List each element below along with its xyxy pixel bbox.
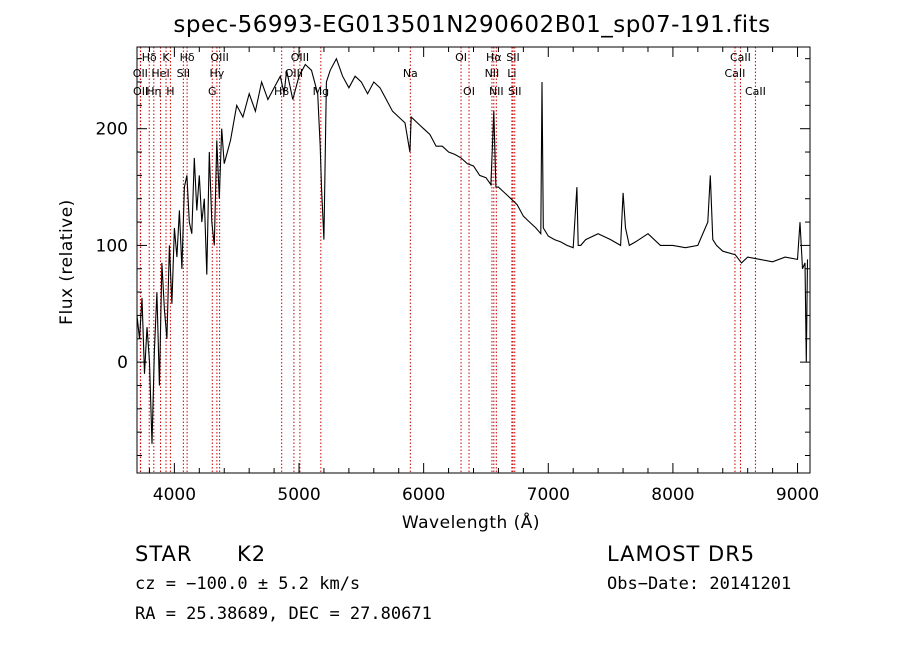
coordinates: RA = 25.38689, DEC = 27.80671 [135,604,432,624]
x-axis-label: Wavelength (Å) [402,511,540,533]
line-label-21: G [208,85,217,98]
x-tick-label-5000: 5000 [277,485,320,505]
redshift-cz: cz = −100.0 ± 5.2 km/s [135,574,361,594]
line-label-10: HeI [151,67,169,80]
line-label-22: Hβ [274,85,289,98]
line-label-3: OIII [210,51,228,64]
x-tick-label-4000: 4000 [153,485,196,505]
line-label-2: Hδ [180,51,195,64]
y-axis-ticks: 0 100 200 [96,58,810,456]
line-label-15: NII [485,67,500,80]
chart-title: spec-56993-EG013501N290602B01_sp07-191.f… [173,12,770,38]
line-label-27: CaII [745,85,766,98]
y-tick-label-100: 100 [96,236,128,256]
line-label-8: CaII [730,51,751,64]
x-tick-label-6000: 6000 [402,485,445,505]
line-label-24: OI [463,85,475,98]
survey-name: LAMOST DR5 [607,542,756,566]
line-label-17: CaII [725,67,746,80]
line-label-5: OI [455,51,467,64]
x-tick-label-8000: 8000 [651,485,694,505]
line-label-9: OII [133,67,148,80]
y-tick-label-200: 200 [96,120,128,140]
line-label-6: Hα [486,51,502,64]
line-label-25: NII [489,85,504,98]
y-tick-label-0: 0 [117,353,128,373]
line-label-1: K [162,51,170,64]
line-label-12: Hγ [209,67,224,80]
line-label-0: Hδ [142,51,157,64]
x-axis-ticks: 4000 5000 6000 7000 8000 9000 [148,47,819,505]
line-label-19: Hη [146,85,161,98]
x-tick-label-7000: 7000 [527,485,570,505]
line-label-16: Li [507,67,516,80]
observation-date: Obs−Date: 20141201 [607,574,792,594]
plot-frame [136,46,811,474]
line-label-26: SII [508,85,521,98]
line-label-4: OIII [291,51,309,64]
spectrum-line [136,57,809,444]
line-label-7: SII [506,51,519,64]
line-label-14: Na [403,67,418,80]
line-label-11: SII [177,67,190,80]
object-class: STAR [135,542,193,566]
line-markers [139,47,756,473]
y-axis-label: Flux (relative) [57,199,77,325]
object-subclass: K2 [237,542,267,566]
x-tick-label-9000: 9000 [776,485,819,505]
line-label-20: H [166,85,174,98]
